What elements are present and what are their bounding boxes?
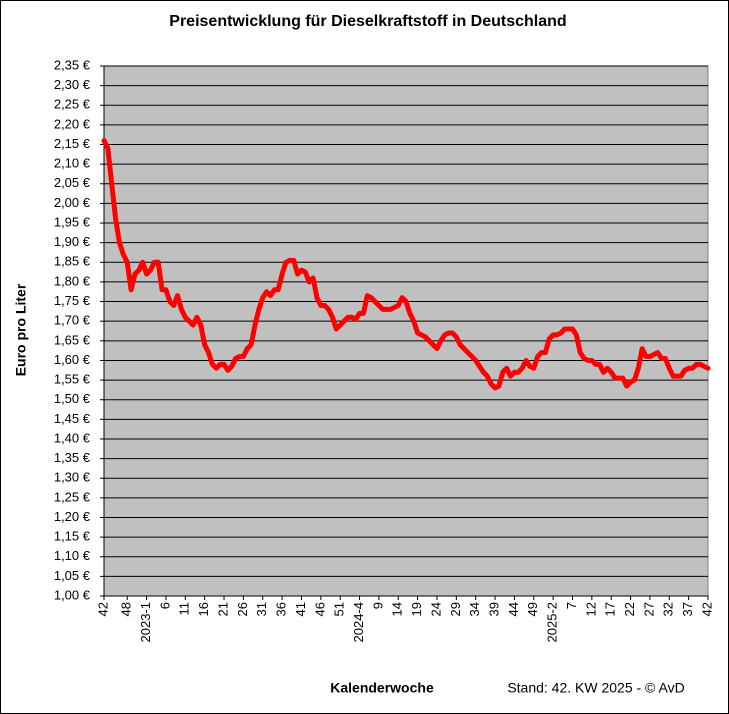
x-tick-label: 26 xyxy=(235,602,250,616)
y-tick-label: 2,25 € xyxy=(54,97,91,112)
price-line xyxy=(101,138,711,391)
x-tick-label: 51 xyxy=(332,602,347,616)
x-tick-label: 21 xyxy=(215,602,230,616)
y-tick-label: 1,90 € xyxy=(54,234,91,249)
note: Stand: 42. KW 2025 - © AvD xyxy=(507,680,684,696)
x-tick-label: 37 xyxy=(680,602,695,616)
y-tick-label: 1,25 € xyxy=(54,489,91,504)
x-tick-label: 34 xyxy=(467,602,482,616)
x-tick-label: 2023-1 xyxy=(138,602,153,642)
y-tick-label: 1,15 € xyxy=(54,529,91,544)
x-tick-label: 7 xyxy=(564,602,579,609)
y-tick-label: 1,00 € xyxy=(54,587,91,602)
y-tick-label: 1,10 € xyxy=(54,548,91,563)
y-tick-label: 1,95 € xyxy=(54,214,91,229)
chart-title: Preisentwicklung für Dieselkraftstoff in… xyxy=(169,13,566,30)
y-tick-label: 1,65 € xyxy=(54,332,91,347)
x-tick-label: 11 xyxy=(177,602,192,616)
y-tick-label: 1,40 € xyxy=(54,430,91,445)
x-tick-label: 29 xyxy=(448,602,463,616)
y-tick-label: 1,30 € xyxy=(54,470,91,485)
y-tick-label: 2,20 € xyxy=(54,116,91,131)
y-tick-label: 2,15 € xyxy=(54,136,91,151)
x-tick-label: 39 xyxy=(486,602,501,616)
x-tick-label: 27 xyxy=(641,602,656,616)
x-axis-label: Kalenderwoche xyxy=(330,680,434,696)
x-tick-label: 36 xyxy=(274,602,289,616)
x-tick-label: 12 xyxy=(583,602,598,616)
x-tick-label: 49 xyxy=(525,602,540,616)
x-tick-label: 41 xyxy=(293,602,308,616)
x-tick-label: 32 xyxy=(661,602,676,616)
y-tick-label: 1,20 € xyxy=(54,509,91,524)
y-tick-label: 1,85 € xyxy=(54,254,91,269)
x-tick-label: 6 xyxy=(157,602,172,609)
x-tick-label: 24 xyxy=(428,602,443,616)
x-tick-label: 2025-2 xyxy=(545,602,560,642)
y-tick-label: 1,50 € xyxy=(54,391,91,406)
x-tick-label: 2024-4 xyxy=(351,602,366,642)
x-tick-label: 44 xyxy=(506,602,521,616)
y-tick-label: 1,60 € xyxy=(54,352,91,367)
x-tick-label: 31 xyxy=(254,602,269,616)
y-tick-label: 1,55 € xyxy=(54,372,91,387)
x-tick-label: 16 xyxy=(196,602,211,616)
y-tick-label: 1,05 € xyxy=(54,568,91,583)
y-tick-label: 1,75 € xyxy=(54,293,91,308)
y-tick-label: 2,30 € xyxy=(54,77,91,92)
x-tick-label: 9 xyxy=(370,602,385,609)
x-tick-label: 46 xyxy=(312,602,327,616)
y-tick-label: 1,80 € xyxy=(54,273,91,288)
x-tick-label: 19 xyxy=(409,602,424,616)
x-tick-label: 17 xyxy=(603,602,618,616)
x-tick-label: 22 xyxy=(622,602,637,616)
y-tick-label: 2,10 € xyxy=(54,156,91,171)
x-tick-label: 48 xyxy=(119,602,134,616)
x-tick-label: 14 xyxy=(390,602,405,616)
y-tick-label: 1,35 € xyxy=(54,450,91,465)
plot-area xyxy=(103,65,709,597)
y-tick-label: 2,35 € xyxy=(54,57,91,72)
x-tick-label: 42 xyxy=(699,602,714,616)
x-tick-label: 42 xyxy=(95,602,110,616)
y-tick-label: 2,05 € xyxy=(54,175,91,190)
y-tick-label: 1,45 € xyxy=(54,411,91,426)
y-tick-label: 2,00 € xyxy=(54,195,91,210)
y-tick-label: 1,70 € xyxy=(54,313,91,328)
y-axis-label: Euro pro Liter xyxy=(13,283,29,376)
